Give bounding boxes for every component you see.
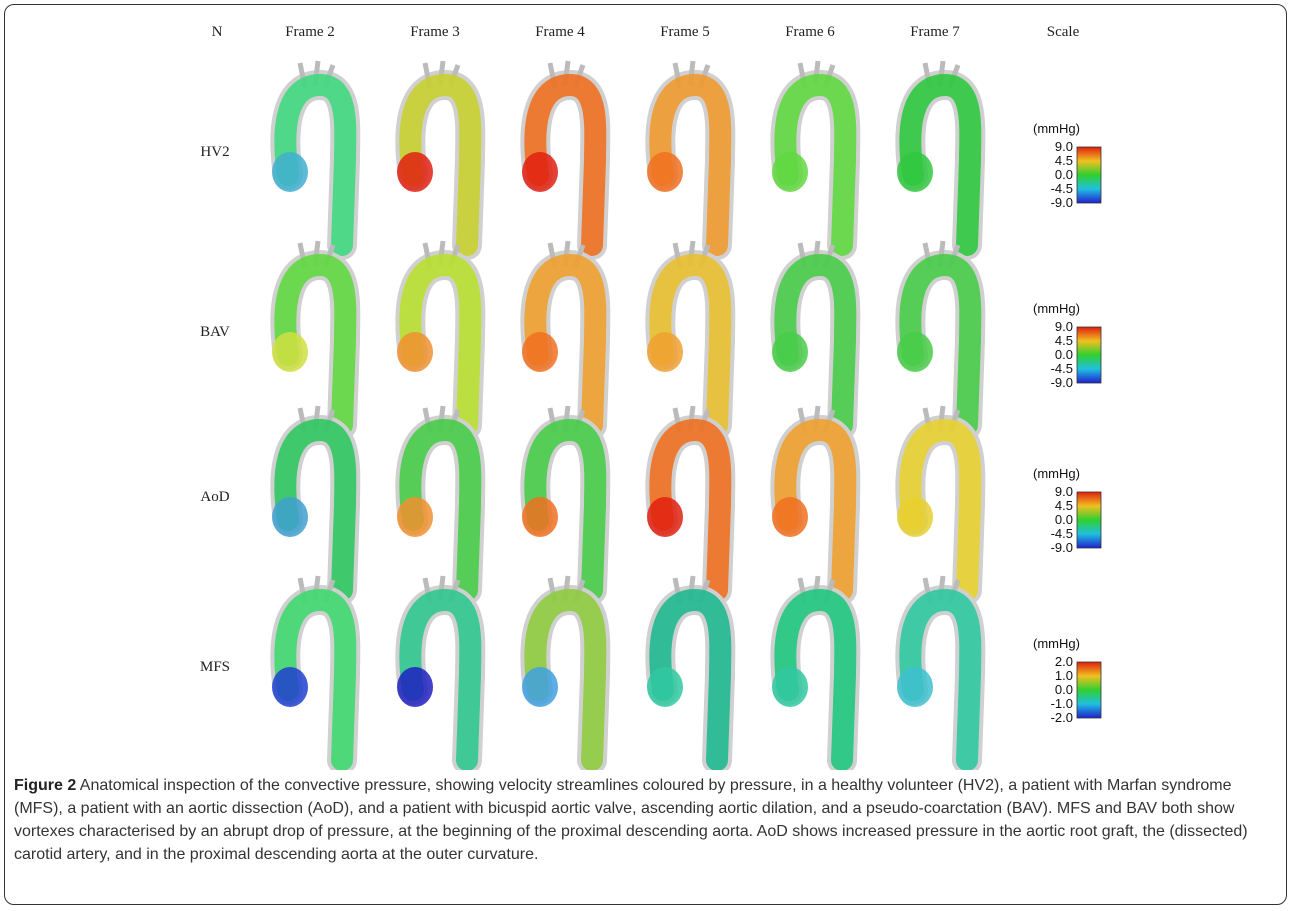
aortic-root [647,497,683,537]
streamlines [774,73,857,256]
row-label: BAV [200,324,230,340]
scale-header: Scale [1047,24,1080,40]
aortic-root [522,332,558,372]
streamlines [399,253,482,436]
frame-header: Frame 5 [660,24,710,40]
row-label: AoD [200,489,229,505]
aortic-root [397,497,433,537]
streamlines [274,73,357,256]
aortic-root [897,667,933,707]
aortic-root [272,497,308,537]
scale-tick: -9.0 [1051,540,1073,555]
streamlines [774,418,857,601]
aortic-root [647,332,683,372]
frame-header: Frame 6 [785,24,835,40]
frame-header: Frame 2 [285,24,335,40]
figure: N Frame 2 Frame 3 Frame 4 Frame 5 Frame 6 Fram… [200,24,1102,770]
aortic-root [397,667,433,707]
streamlines [899,73,982,256]
streamlines [649,253,732,436]
figure-frame [4,4,1287,905]
aortic-root [272,152,308,192]
streamlines [649,588,732,770]
aortic-root [522,152,558,192]
scale-tick: -9.0 [1051,375,1073,390]
aortic-root [397,332,433,372]
scale-tick: 0.0 [1055,512,1073,527]
scale-unit: (mmHg) [1033,301,1080,316]
aortic-root [522,497,558,537]
streamlines [774,588,857,770]
frame-header: Frame 3 [410,24,460,40]
frame-header: Frame 4 [535,24,585,40]
caption: Figure 2 Anatomical inspection of the co… [14,774,1276,866]
aortic-root [897,152,933,192]
row-label: MFS [200,659,230,675]
streamlines [649,73,732,256]
colorbar [1076,491,1102,549]
streamlines [274,418,357,601]
scale-tick: 4.5 [1055,153,1073,168]
streamlines [899,253,982,436]
streamlines [274,588,357,770]
streamlines [524,253,607,436]
streamlines [899,418,982,601]
scale-tick: -2.0 [1051,710,1073,725]
scale-tick: -1.0 [1051,696,1073,711]
scale-unit: (mmHg) [1033,636,1080,651]
scale-tick: 9.0 [1055,319,1073,334]
frame-header: Frame 7 [910,24,960,40]
streamlines [399,418,482,601]
aortic-root [522,667,558,707]
aortic-root [647,667,683,707]
scale-tick: 0.0 [1055,347,1073,362]
streamlines [399,73,482,256]
aortic-root [897,497,933,537]
caption-label: Figure 2 [14,777,77,794]
streamlines [399,588,482,770]
streamlines [524,73,607,256]
scale-tick: 4.5 [1055,498,1073,513]
scale-tick: 9.0 [1055,139,1073,154]
scale-tick: 9.0 [1055,484,1073,499]
scale-tick: -9.0 [1051,195,1073,210]
colorbar [1076,326,1102,384]
scale-unit: (mmHg) [1033,466,1080,481]
scale-tick: 0.0 [1055,682,1073,697]
scale-tick: 0.0 [1055,167,1073,182]
scale-tick: -4.5 [1051,526,1073,541]
caption-text: Anatomical inspection of the convective … [14,777,1248,863]
scale-tick: 4.5 [1055,333,1073,348]
row-label: HV2 [200,144,229,160]
colorbar [1076,146,1102,204]
aortic-root [772,497,808,537]
streamlines [524,588,607,770]
scale-tick: -4.5 [1051,181,1073,196]
scale-unit: (mmHg) [1033,121,1080,136]
streamlines [524,418,607,601]
aortic-root [772,152,808,192]
aortic-root [272,667,308,707]
aortic-root [397,152,433,192]
aortic-root [772,667,808,707]
scale-tick: 2.0 [1055,654,1073,669]
colorbar [1076,661,1102,719]
scale-tick: 1.0 [1055,668,1073,683]
aortic-root [647,152,683,192]
aortic-root [272,332,308,372]
streamlines [774,253,857,436]
streamlines [899,588,982,770]
aortic-root [897,332,933,372]
aortic-root [772,332,808,372]
streamlines [649,418,732,601]
scale-tick: -4.5 [1051,361,1073,376]
header-label: N [212,24,223,40]
streamlines [274,253,357,436]
